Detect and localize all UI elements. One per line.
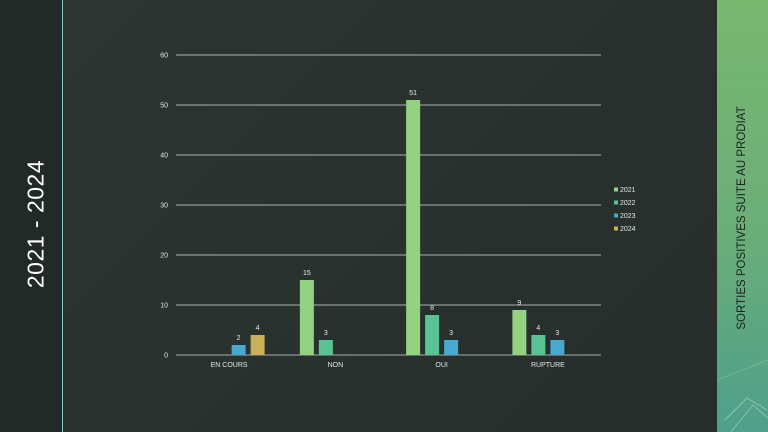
data-label: 4 [256,325,260,332]
legend-label: 2022 [620,200,636,207]
bar [299,280,314,355]
data-label: 2 [237,335,241,342]
x-axis-ticks: EN COURS NON OUI RUPTURE [211,362,565,369]
legend-swatch [614,213,618,218]
bar [550,340,565,355]
y-tick-label: 40 [160,153,168,160]
y-tick-label: 20 [160,253,168,260]
x-tick-label: NON [328,362,344,369]
bar [318,340,333,355]
legend: 2021 2022 2023 2024 [614,187,636,233]
legend-label: 2024 [620,226,636,233]
chart-title: SORTIES POSITIVES SUITE AU PRODIAT [736,106,748,330]
data-label: 3 [449,330,453,337]
bar [444,340,459,355]
gridlines [176,54,601,356]
x-tick-label: RUPTURE [531,362,565,369]
data-label: 15 [303,270,311,277]
x-tick-label: OUI [435,362,448,369]
bar [231,345,246,355]
y-tick-label: 50 [160,103,168,110]
data-label: 8 [430,305,434,312]
legend-swatch [614,187,618,192]
decorative-lines [717,359,768,432]
data-label: 3 [324,330,328,337]
data-label: 51 [409,90,417,97]
bar [406,100,421,355]
left-panel [0,0,62,432]
legend-swatch [614,200,618,205]
main-area [63,0,717,432]
y-tick-label: 30 [160,203,168,210]
x-tick-label: EN COURS [211,362,248,369]
data-label: 4 [536,325,540,332]
legend-label: 2021 [620,187,636,194]
y-tick-label: 0 [164,353,168,360]
legend-swatch [614,226,618,231]
data-labels: 2 4 15 3 51 8 3 9 4 3 [237,90,560,342]
y-tick-label: 60 [160,53,168,60]
data-label: 9 [517,300,521,307]
data-label: 3 [555,330,559,337]
y-tick-label: 10 [160,303,168,310]
bars [231,100,565,355]
y-axis-ticks: 0 10 20 30 40 50 60 [160,53,168,360]
bar [512,310,527,355]
legend-label: 2023 [620,213,636,220]
bar [425,315,440,355]
divider [62,0,63,432]
right-panel [717,0,768,432]
bar [531,335,546,355]
bar [250,335,265,355]
